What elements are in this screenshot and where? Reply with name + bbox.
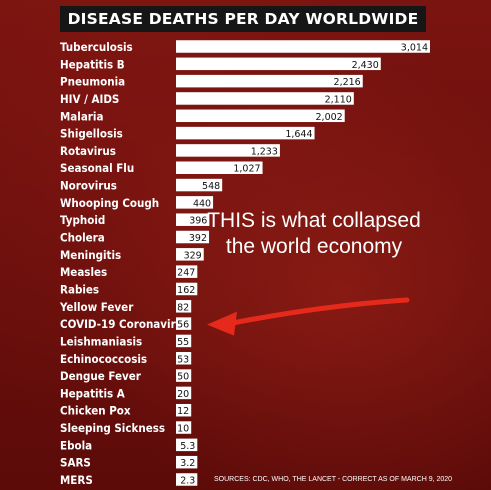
category-label-tuberculosis: Tuberculosis [60,40,133,54]
highlight-arrow [207,297,410,336]
category-label-hiv-aids: HIV / AIDS [60,92,119,106]
arrow-shaft [229,297,410,326]
bar-ebola [176,438,198,452]
category-label-rotavirus: Rotavirus [60,144,116,158]
value-label-cholera: 392 [189,233,207,244]
category-label-malaria: Malaria [60,109,103,123]
category-label-meningitis: Meningitis [60,248,121,262]
value-label-seasonal-flu: 1,027 [233,164,260,175]
bar-shigellosis [176,126,315,140]
bar-pneumonia [176,74,363,88]
bar-typhoid [176,213,210,226]
bar-mers [176,473,198,486]
value-label-leishmaniasis: 55 [177,337,189,348]
category-label-hepatitis-a: Hepatitis A [60,386,125,400]
bar-whooping-cough [176,196,214,209]
category-label-sleeping-sickness: Sleeping Sickness [60,421,165,435]
bar-yellow-fever [176,300,192,313]
value-label-hiv-aids: 2,110 [325,94,352,105]
category-label-hepatitis-b: Hepatitis B [60,57,125,71]
value-label-chicken-pox: 12 [177,406,189,417]
category-label-ebola: Ebola [60,438,92,452]
value-label-sleeping-sickness: 10 [177,424,189,435]
category-label-measles: Measles [60,265,107,279]
value-label-mers: 2.3 [180,476,195,487]
category-label-shigellosis: Shigellosis [60,127,123,141]
bar-leishmaniasis [176,334,192,348]
value-label-yellow-fever: 82 [177,302,189,313]
bar-sars [176,455,198,469]
bar-chicken-pox [176,403,192,417]
bar-tuberculosis [176,40,430,53]
bars [176,40,430,486]
category-label-rabies: Rabies [60,282,99,296]
bar-rabies [176,282,198,296]
category-label-yellow-fever: Yellow Fever [59,300,134,314]
category-label-typhoid: Typhoid [60,213,105,227]
bar-hepatitis-a [176,386,192,400]
bar-measles [176,265,198,278]
value-label-typhoid: 396 [189,216,207,227]
value-label-whooping-cough: 440 [193,198,211,209]
category-label-mers: MERS [60,473,93,487]
category-labels: Tuberculosis Hepatitis B Pneumonia HIV / AI… [59,40,189,487]
chart-title: DISEASE DEATHS PER DAY WORLDWIDE [67,10,419,28]
value-label-norovirus: 548 [202,181,220,192]
category-label-covid-19-coronavirus: COVID-19 Coronavirus [60,317,189,331]
value-label-malaria: 2,002 [316,112,343,123]
bar-malaria [176,109,345,123]
value-label-shigellosis: 1,644 [285,129,312,140]
value-label-rotavirus: 1,233 [251,146,278,157]
bar-meningitis [176,248,204,261]
bar-cholera [176,230,210,244]
value-label-hepatitis-a: 20 [177,389,189,400]
source-note: SOURCES: CDC, WHO, THE LANCET - CORRECT … [214,476,453,483]
bar-dengue-fever [176,369,192,382]
bar-sleeping-sickness [176,421,192,434]
category-label-leishmaniasis: Leishmaniasis [60,334,142,348]
bar-rotavirus [176,144,280,157]
value-label-meningitis: 329 [184,250,202,261]
category-label-cholera: Cholera [60,231,105,245]
value-label-covid-19-coronavirus: 56 [177,320,189,331]
category-label-norovirus: Norovirus [60,179,117,193]
bar-covid-19-coronavirus [176,317,192,330]
value-label-dengue-fever: 50 [177,372,189,383]
bar-norovirus [176,178,223,192]
category-label-sars: SARS [60,456,91,470]
title-bar [60,6,426,32]
bar-hepatitis-b [176,57,381,71]
value-label-pneumonia: 2,216 [334,77,361,88]
annotation-text: THIS is what collapsed the world economy [207,209,421,258]
value-label-hepatitis-b: 2,430 [352,60,379,71]
value-label-measles: 247 [177,268,195,279]
category-label-pneumonia: Pneumonia [60,75,125,89]
value-label-sars: 3.2 [180,458,195,469]
value-label-echinococcosis: 53 [177,354,189,365]
category-label-seasonal-flu: Seasonal Flu [60,161,134,175]
value-label-ebola: 5.3 [180,441,195,452]
category-label-chicken-pox: Chicken Pox [60,404,131,418]
value-label-rabies: 162 [177,285,195,296]
arrow-head [207,311,237,336]
value-labels: 3,014 2,430 2,216 2,110 2,002 1,644 1,233 1,027… [177,43,428,487]
category-label-echinococcosis: Echinococcosis [60,352,147,366]
value-label-tuberculosis: 3,014 [401,43,428,54]
bar-seasonal-flu [176,161,263,174]
bar-hiv-aids [176,92,354,105]
bar-echinococcosis [176,352,192,365]
category-label-dengue-fever: Dengue Fever [60,369,142,383]
category-label-whooping-cough: Whooping Cough [60,196,159,210]
